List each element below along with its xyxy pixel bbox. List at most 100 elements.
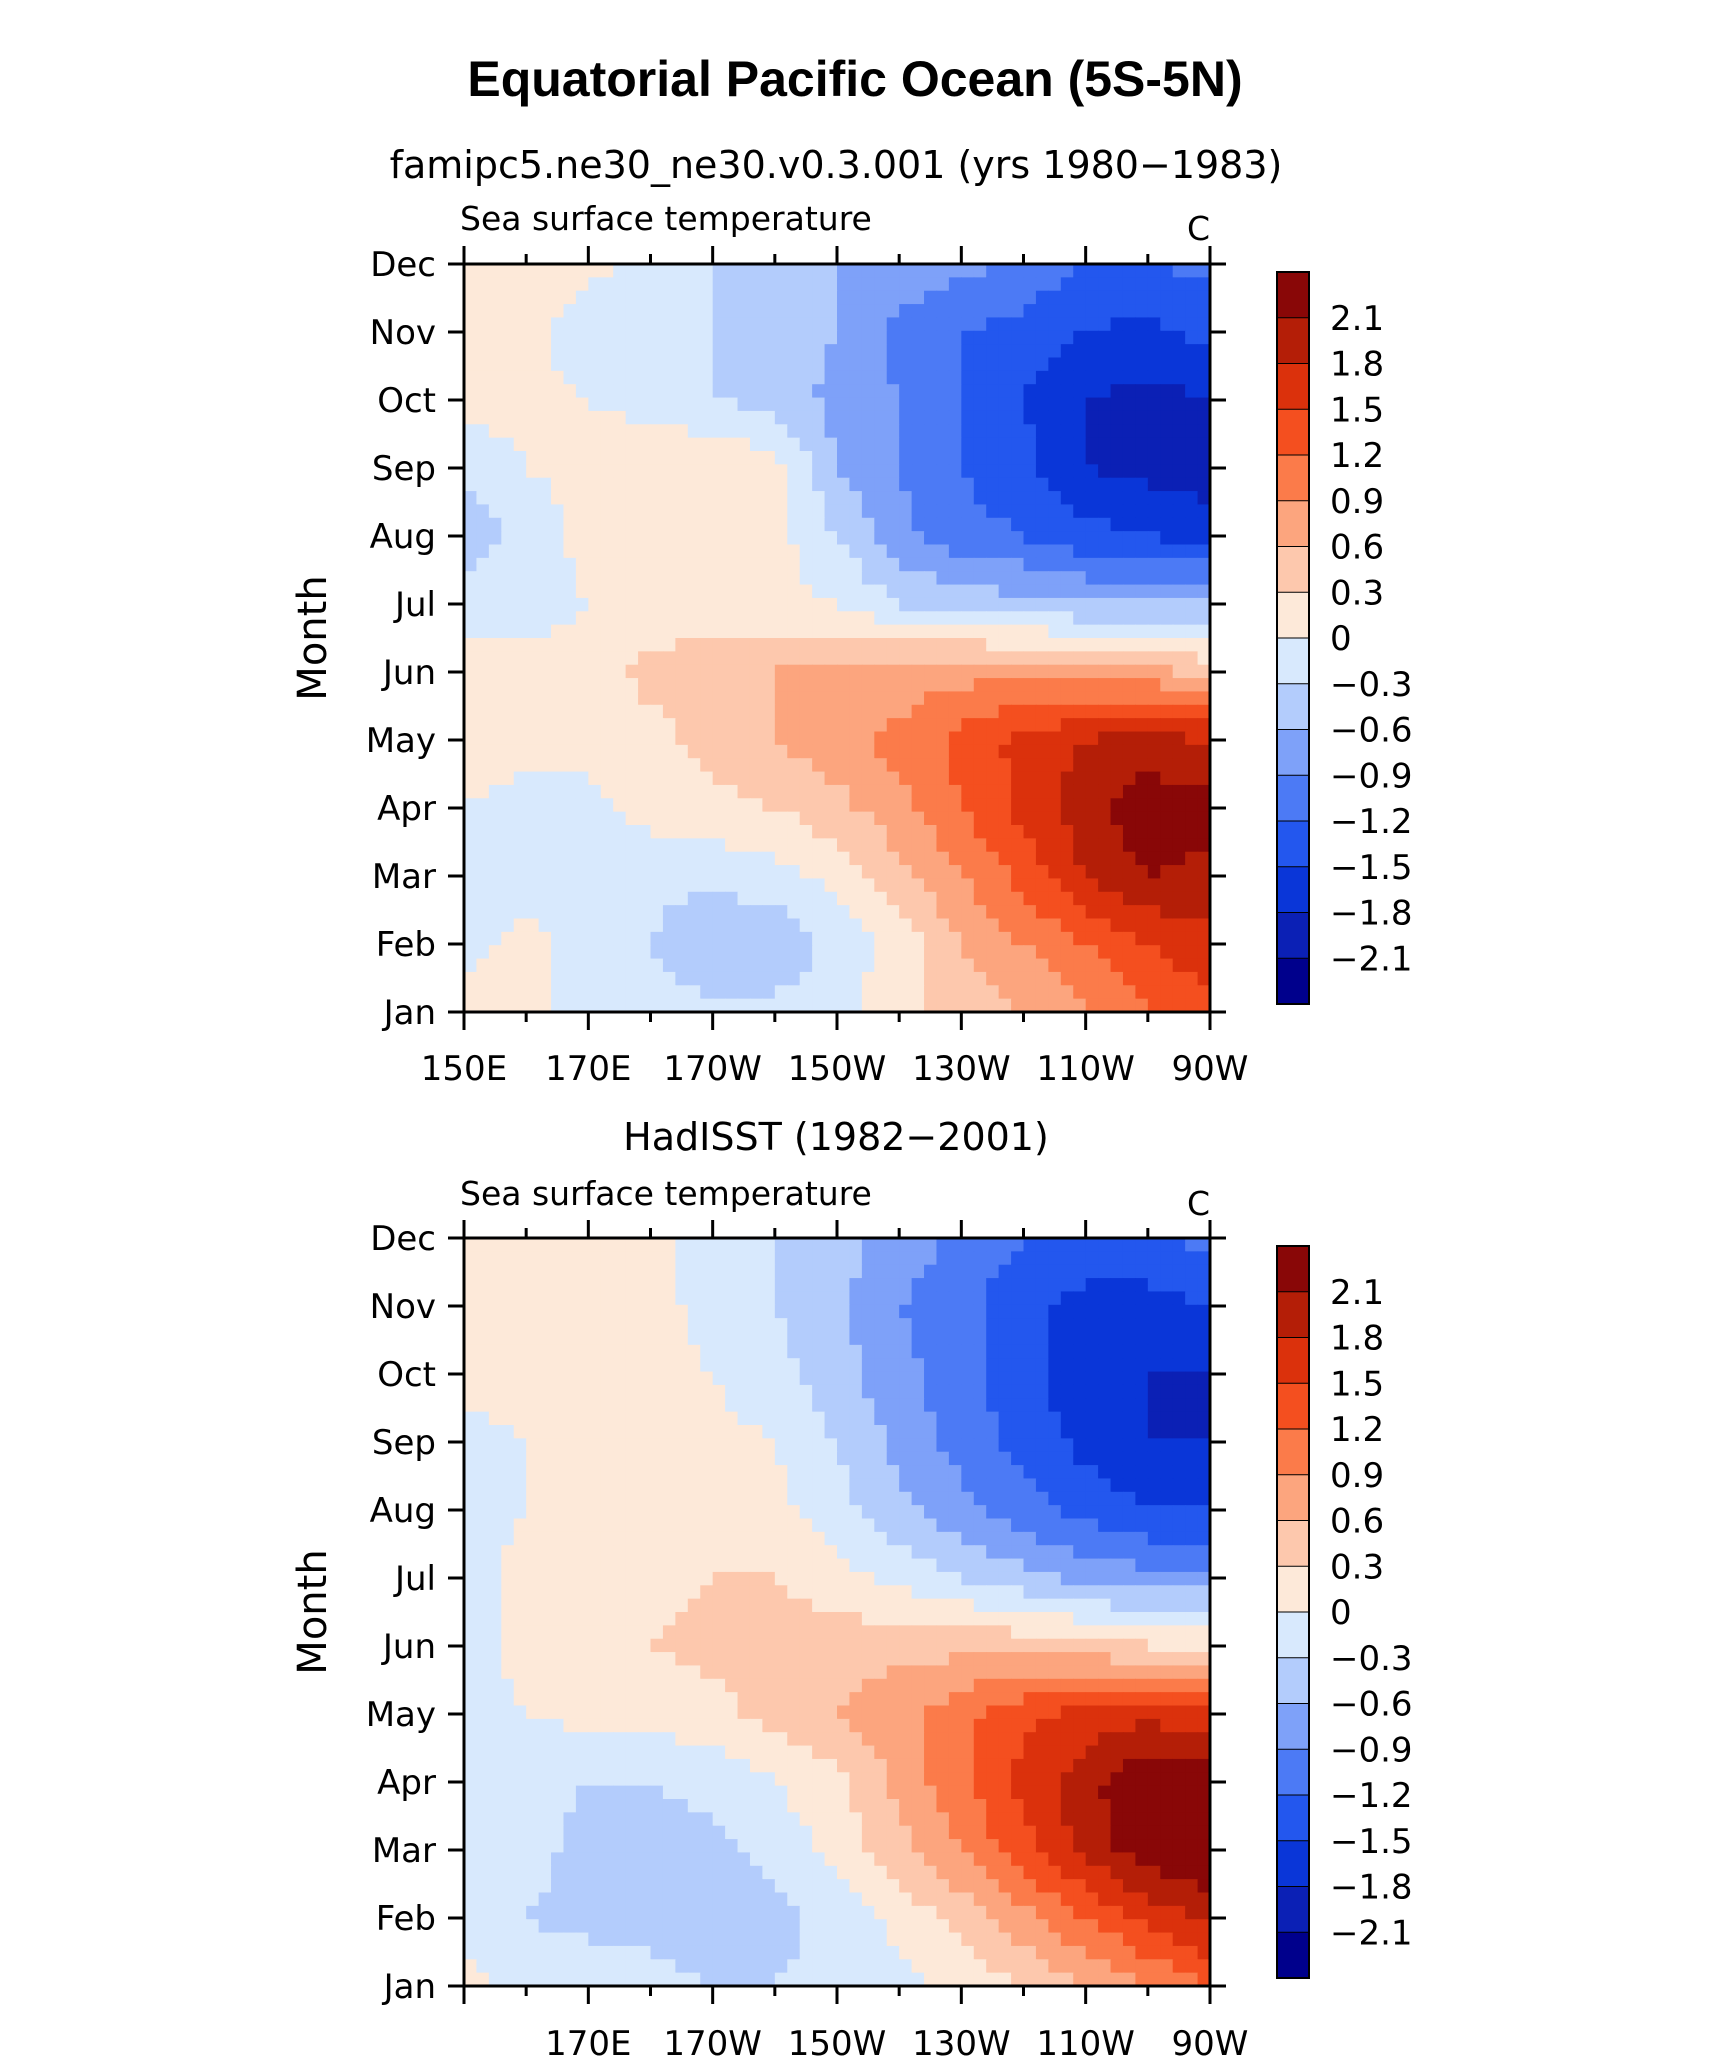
sst-cell <box>1172 985 1186 1000</box>
sst-cell <box>911 1371 925 1386</box>
sst-cell <box>563 945 577 960</box>
sst-cell <box>526 905 540 920</box>
sst-cell <box>824 1438 838 1453</box>
sst-cell <box>899 571 913 586</box>
sst-cell <box>874 611 888 626</box>
sst-cell <box>1011 1318 1025 1333</box>
sst-cell <box>1160 1371 1174 1386</box>
sst-cell <box>1185 1465 1199 1480</box>
sst-cell <box>1060 477 1074 492</box>
sst-cell <box>837 651 851 666</box>
sst-cell <box>1197 1425 1210 1439</box>
sst-cell <box>1023 424 1037 439</box>
sst-cell <box>464 571 478 586</box>
sst-cell <box>700 638 714 652</box>
sst-cell <box>936 1545 950 1560</box>
sst-cell <box>551 290 565 305</box>
sst-cell <box>749 798 763 813</box>
sst-cell <box>1035 1425 1049 1439</box>
sst-cell <box>749 491 763 506</box>
sst-cell <box>488 1558 502 1573</box>
sst-cell <box>675 638 689 652</box>
sst-cell <box>861 971 875 986</box>
sst-cell <box>1060 945 1074 960</box>
sst-cell <box>886 571 900 586</box>
sst-cell <box>712 758 726 773</box>
sst-cell <box>899 397 913 412</box>
sst-cell <box>675 1545 689 1560</box>
sst-cell <box>1048 1238 1062 1252</box>
sst-cell <box>650 557 664 572</box>
sst-cell <box>737 370 751 385</box>
sst-cell <box>662 1371 676 1386</box>
sst-cell <box>613 811 627 826</box>
sst-cell <box>638 878 652 893</box>
sst-cell <box>824 664 838 679</box>
sst-cell <box>824 1384 838 1399</box>
sst-cell <box>1073 825 1087 839</box>
sst-cell <box>787 638 801 652</box>
sst-cell <box>837 758 851 773</box>
sst-cell <box>787 1371 801 1386</box>
sst-cell <box>675 798 689 813</box>
sst-cell <box>998 397 1012 412</box>
sst-cell <box>538 517 552 532</box>
sst-cell <box>886 851 900 866</box>
sst-cell <box>687 410 701 425</box>
sst-cell <box>588 517 602 532</box>
sst-cell <box>538 825 552 839</box>
sst-cell <box>1122 1318 1136 1333</box>
sst-cell <box>973 798 987 813</box>
sst-cell <box>861 958 875 973</box>
sst-cell <box>1048 410 1062 425</box>
sst-cell <box>861 851 875 866</box>
sst-cell <box>986 1238 1000 1252</box>
sst-cell <box>588 744 602 759</box>
sst-cell <box>1147 744 1161 759</box>
sst-cell <box>812 865 826 880</box>
sst-cell <box>662 731 676 746</box>
sst-cell <box>700 424 714 439</box>
sst-cell <box>1060 998 1074 1012</box>
sst-cell <box>712 811 726 826</box>
sst-cell <box>712 1531 726 1546</box>
sst-cell <box>973 784 987 799</box>
sst-cell <box>899 304 913 319</box>
sst-cell <box>588 1465 602 1480</box>
sst-cell <box>662 1358 676 1373</box>
sst-cell <box>464 1518 478 1533</box>
sst-cell <box>638 718 652 733</box>
sst-cell <box>762 344 776 359</box>
sst-cell <box>1098 744 1112 759</box>
sst-cell <box>1023 1358 1037 1373</box>
sst-cell <box>961 330 975 345</box>
sst-cell <box>749 891 763 906</box>
sst-cell <box>675 758 689 773</box>
sst-cell <box>1085 998 1099 1012</box>
sst-cell <box>749 1545 763 1560</box>
sst-cell <box>1147 638 1161 652</box>
sst-cell <box>464 1238 478 1252</box>
sst-cell <box>911 357 925 372</box>
sst-cell <box>476 1478 490 1493</box>
sst-cell <box>501 985 515 1000</box>
sst-cell <box>924 1304 938 1319</box>
sst-cell <box>737 304 751 319</box>
sst-cell <box>1048 584 1062 599</box>
sst-cell <box>998 277 1012 292</box>
sst-cell <box>538 384 552 399</box>
sst-cell <box>700 945 714 960</box>
sst-cell <box>948 638 962 652</box>
sst-cell <box>712 918 726 933</box>
colorbar-label: −1.5 <box>1330 848 1413 888</box>
sst-cell <box>737 811 751 826</box>
sst-cell <box>650 357 664 372</box>
sst-cell <box>924 317 938 332</box>
sst-cell <box>1060 664 1074 679</box>
sst-cell <box>1060 531 1074 546</box>
sst-cell <box>899 638 913 652</box>
sst-cell <box>1011 437 1025 452</box>
sst-cell <box>1023 357 1037 372</box>
sst-cell <box>936 744 950 759</box>
sst-cell <box>1098 1358 1112 1373</box>
